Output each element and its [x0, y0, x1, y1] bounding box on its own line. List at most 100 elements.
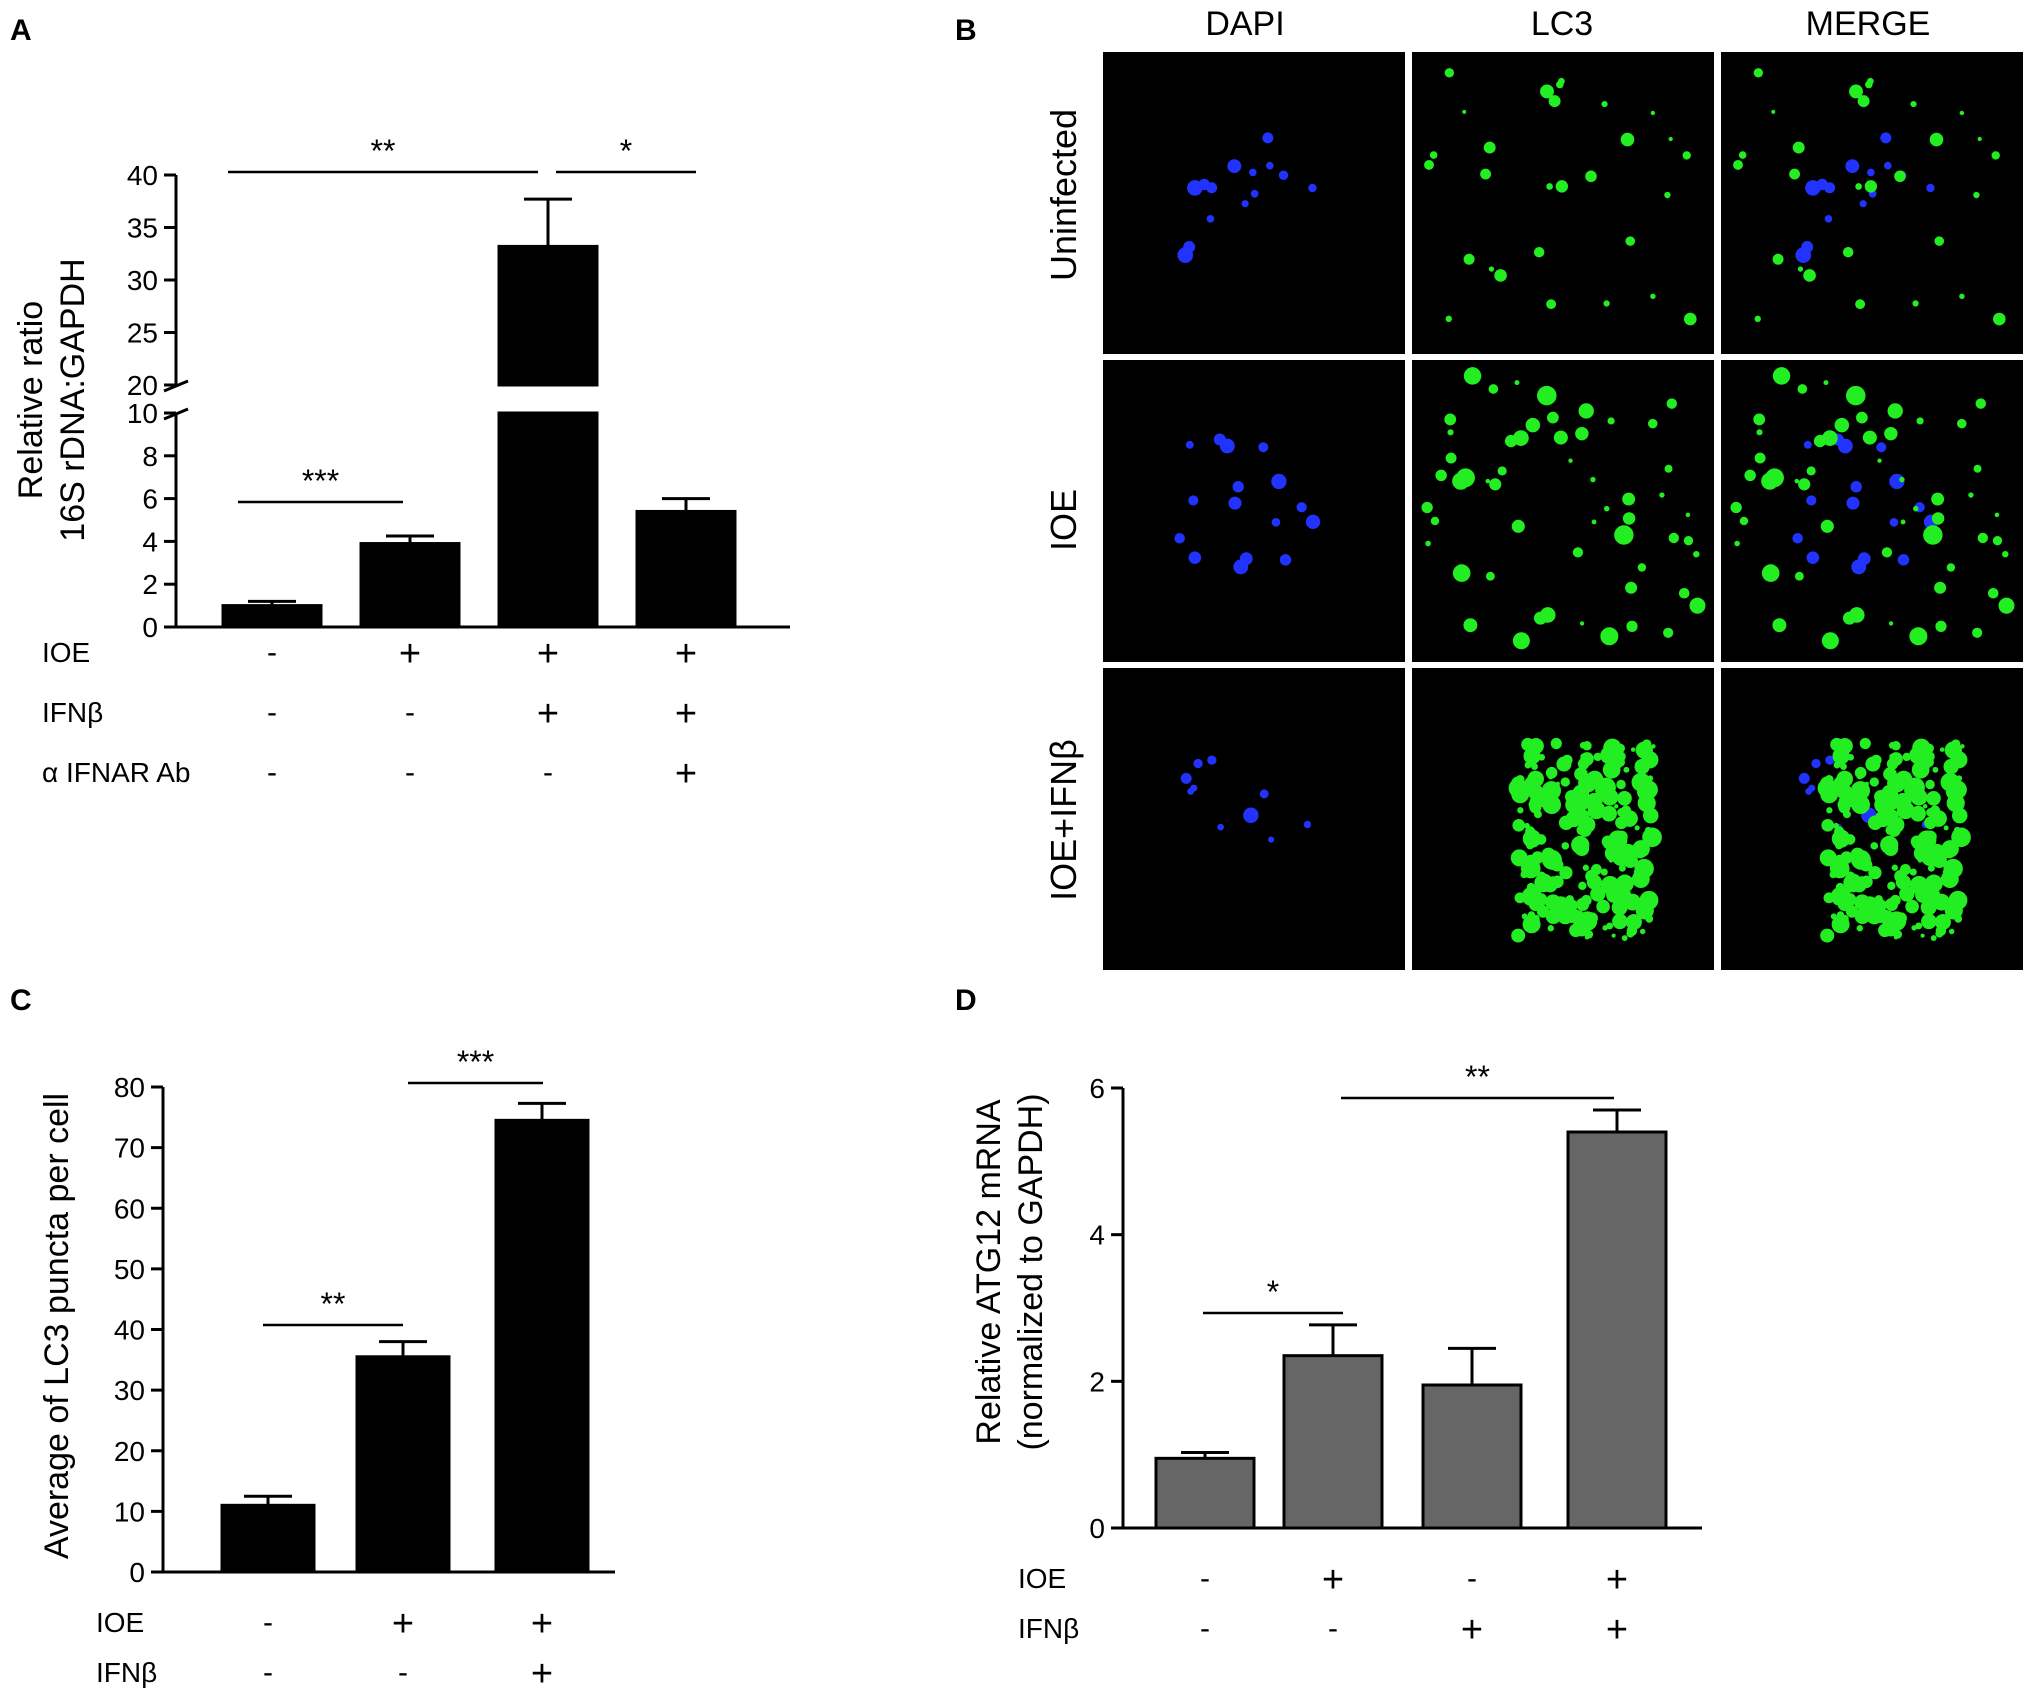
lc3-punctum [1682, 151, 1691, 160]
lc3-punctum [1951, 827, 1971, 848]
lc3-punctum [1522, 829, 1542, 848]
lc3-punctum [1577, 758, 1590, 770]
lc3-punctum [1794, 571, 1804, 581]
lc3-punctum [1571, 791, 1592, 811]
lc3-punctum [1855, 299, 1866, 310]
lc3-punctum [1622, 512, 1636, 525]
lc3-punctum [1838, 794, 1853, 809]
dapi-nucleus [1867, 168, 1875, 177]
lc3-punctum [1820, 928, 1835, 943]
lc3-punctum [1753, 413, 1766, 426]
lc3-punctum [1600, 868, 1608, 876]
y-tick-label: 80 [114, 1072, 145, 1103]
dapi-nucleus [1233, 559, 1249, 575]
lc3-punctum [1935, 620, 1947, 632]
lc3-punctum [1622, 852, 1638, 869]
lc3-punctum [1593, 752, 1602, 762]
dapi-nucleus [1250, 189, 1259, 198]
lc3-punctum [1931, 492, 1945, 506]
lc3-punctum [1880, 791, 1901, 811]
lc3-punctum [1607, 417, 1615, 425]
condition-value: - [1200, 1612, 1210, 1645]
dapi-nucleus [1846, 496, 1860, 510]
lc3-punctum [1887, 403, 1903, 419]
lc3-punctum [1579, 621, 1585, 626]
bar [1154, 1456, 1256, 1530]
y-tick-label: 30 [114, 1375, 145, 1406]
lc3-punctum [1862, 430, 1877, 445]
dapi-nucleus [1243, 807, 1259, 823]
lc3-punctum [1914, 845, 1930, 862]
lc3-punctum [1840, 763, 1847, 771]
condition-value: - [263, 1656, 273, 1689]
dapi-nucleus [1271, 518, 1281, 527]
dapi-nucleus [1190, 784, 1198, 792]
lc3-punctum [1497, 466, 1507, 476]
lc3-punctum [1927, 864, 1935, 872]
y-tick-label: 60 [114, 1193, 145, 1224]
lc3-punctum [1430, 516, 1440, 526]
lc3-punctum [1929, 132, 1944, 147]
lc3-punctum [1912, 738, 1931, 757]
lc3-punctum [1803, 269, 1816, 282]
lc3-punctum [1856, 925, 1863, 932]
lc3-punctum [1831, 829, 1851, 848]
lc3-punctum [1531, 914, 1540, 923]
lc3-punctum [1840, 851, 1853, 864]
condition-value: - [263, 1606, 273, 1639]
lc3-punctum [1730, 501, 1742, 514]
lc3-punctum [1485, 478, 1491, 484]
lc3-punctum [1578, 773, 1598, 793]
bar [359, 542, 461, 629]
bar [220, 1503, 316, 1574]
lc3-punctum [1948, 928, 1955, 935]
lc3-punctum [1845, 385, 1866, 406]
condition-label: IFNβ [1018, 1613, 1079, 1644]
dapi-nucleus [1296, 502, 1307, 513]
y-tick-label: 0 [142, 612, 158, 643]
condition-value: + [1461, 1609, 1483, 1651]
lc3-punctum [1634, 858, 1654, 879]
micrograph-tile [1412, 668, 1714, 970]
lc3-punctum [1642, 872, 1647, 877]
condition-value: - [267, 696, 277, 729]
axis-break-mark [163, 379, 189, 393]
dapi-nucleus [1258, 442, 1269, 453]
lc3-punctum [1511, 928, 1526, 943]
dapi-nucleus [1897, 554, 1910, 566]
lc3-punctum [1912, 505, 1919, 512]
lc3-punctum [1576, 897, 1590, 912]
lc3-punctum [1992, 312, 2006, 326]
chart-panel-d: Relative ATG12 mRNA (normalized to GAPDH… [970, 1059, 1702, 1651]
lc3-punctum [1957, 418, 1967, 429]
lc3-punctum [1885, 897, 1899, 912]
lc3-punctum [1910, 100, 1917, 108]
lc3-punctum [1888, 621, 1894, 626]
row-label-ioe: IOE [1043, 489, 1084, 551]
lc3-punctum [1884, 426, 1898, 441]
lc3-punctum [1826, 807, 1833, 814]
lc3-punctum [1639, 928, 1646, 935]
lc3-punctum [1683, 536, 1694, 546]
dapi-nucleus [1798, 772, 1810, 784]
lc3-punctum [1650, 110, 1656, 116]
lc3-punctum [1854, 894, 1871, 911]
condition-value: - [1200, 1562, 1210, 1595]
row-label-uninfected: Uninfected [1043, 109, 1084, 281]
lc3-punctum [1973, 191, 1980, 199]
dapi-nucleus [1241, 200, 1249, 208]
condition-value: + [531, 1653, 553, 1695]
dapi-nucleus [1259, 789, 1269, 799]
lc3-punctum [1578, 881, 1587, 891]
significance-label: *** [457, 1044, 494, 1080]
lc3-punctum [1531, 851, 1544, 864]
dapi-nucleus [1271, 473, 1287, 490]
lc3-punctum [1934, 236, 1945, 246]
lc3-punctum [1614, 885, 1623, 894]
lc3-punctum [1648, 832, 1654, 837]
ylabel-a-line1: Relative ratio [12, 301, 50, 499]
lc3-punctum [1772, 367, 1791, 385]
lc3-punctum [1885, 809, 1899, 823]
lc3-punctum [1623, 766, 1630, 773]
lc3-punctum [1555, 781, 1560, 786]
